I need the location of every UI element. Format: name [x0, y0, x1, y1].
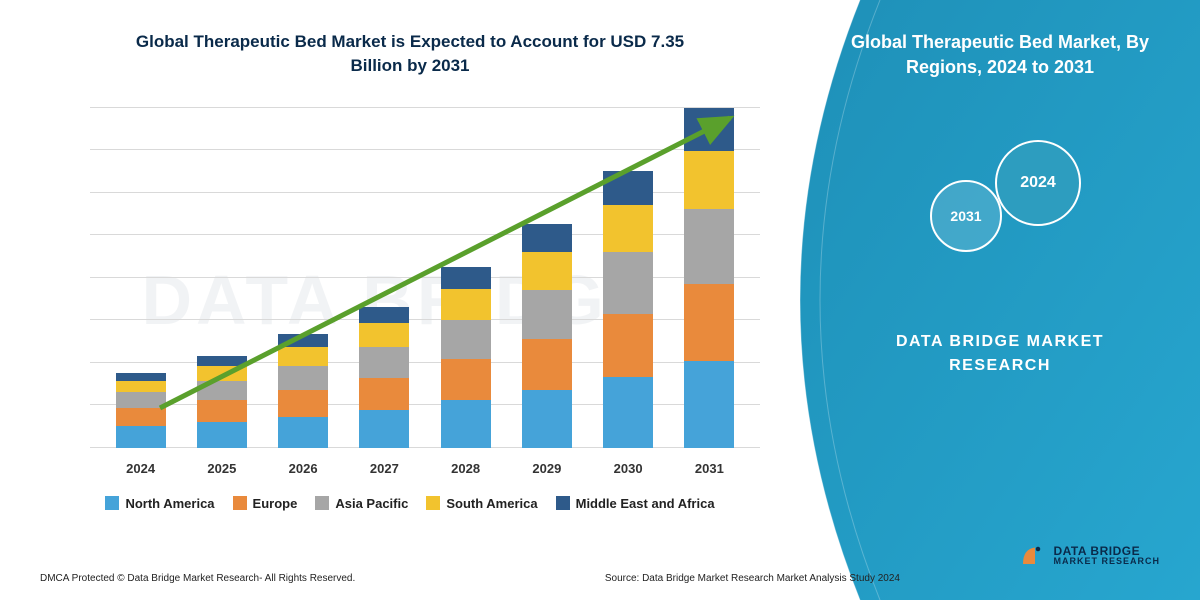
legend-label: Asia Pacific [335, 496, 408, 511]
bar-segment [603, 205, 653, 252]
bar-column [116, 373, 166, 448]
x-axis-label: 2027 [359, 461, 409, 476]
bar-segment [197, 381, 247, 401]
legend-swatch [233, 496, 247, 510]
legend-label: North America [125, 496, 214, 511]
legend-item: Asia Pacific [315, 496, 408, 511]
bar-segment [278, 390, 328, 417]
x-axis-label: 2029 [522, 461, 572, 476]
bar-segment [116, 381, 166, 393]
bubble-2031: 2031 [930, 180, 1002, 252]
chart-legend: North America Europe Asia Pacific South Ame… [40, 496, 780, 511]
x-axis-label: 2030 [603, 461, 653, 476]
bar-segment [278, 366, 328, 391]
bar-segment [522, 224, 572, 252]
bar-segment [441, 400, 491, 447]
bar-segment [603, 377, 653, 448]
bar-segment [197, 422, 247, 448]
brand-line-2: RESEARCH [896, 354, 1104, 378]
bar-column [522, 224, 572, 448]
x-axis-label: 2031 [684, 461, 734, 476]
x-axis-label: 2028 [441, 461, 491, 476]
legend-item: Middle East and Africa [556, 496, 715, 511]
year-bubbles: 2031 2024 [900, 140, 1100, 260]
bar-segment [684, 209, 734, 284]
bar-segment [359, 347, 409, 378]
chart-title: Global Therapeutic Bed Market is Expecte… [110, 30, 710, 78]
x-axis-label: 2026 [278, 461, 328, 476]
legend-swatch [105, 496, 119, 510]
chart-plot [90, 108, 760, 448]
logo-line-2: MARKET RESEARCH [1053, 557, 1160, 566]
legend-item: North America [105, 496, 214, 511]
right-panel: Global Therapeutic Bed Market, By Region… [800, 0, 1200, 600]
left-panel: DATA BRIDGE Global Therapeutic Bed Marke… [0, 0, 800, 600]
bar-segment [441, 320, 491, 359]
logo-line-1: DATA BRIDGE [1053, 545, 1160, 557]
bar-segment [116, 392, 166, 408]
right-panel-title: Global Therapeutic Bed Market, By Region… [820, 30, 1180, 80]
bars-container [90, 108, 760, 448]
legend-swatch [315, 496, 329, 510]
bar-segment [278, 417, 328, 448]
bar-segment [441, 289, 491, 320]
x-axis-label: 2025 [197, 461, 247, 476]
bar-column [197, 356, 247, 448]
right-panel-content: Global Therapeutic Bed Market, By Region… [800, 0, 1200, 600]
footer-right: Source: Data Bridge Market Research Mark… [605, 573, 900, 584]
page-root: DATA BRIDGE Global Therapeutic Bed Marke… [0, 0, 1200, 600]
bar-column [603, 171, 653, 448]
bar-segment [197, 356, 247, 366]
legend-item: South America [426, 496, 537, 511]
bar-segment [522, 339, 572, 390]
x-axis-labels: 2024 2025 2026 2027 2028 2029 2030 2031 [90, 461, 760, 476]
logo-text: DATA BRIDGE MARKET RESEARCH [1053, 545, 1160, 566]
bar-segment [684, 108, 734, 151]
bar-segment [441, 359, 491, 400]
bar-segment [197, 400, 247, 422]
logo: DATA BRIDGE MARKET RESEARCH [1017, 540, 1160, 570]
bar-segment [603, 252, 653, 313]
legend-label: South America [446, 496, 537, 511]
bar-segment [522, 252, 572, 290]
legend-swatch [556, 496, 570, 510]
chart-area: 2024 2025 2026 2027 2028 2029 2030 2031 [50, 98, 770, 488]
bar-segment [522, 390, 572, 447]
footer-left: DMCA Protected © Data Bridge Market Rese… [40, 573, 355, 584]
x-axis-label: 2024 [116, 461, 166, 476]
brand-text: DATA BRIDGE MARKET RESEARCH [896, 330, 1104, 378]
bar-segment [116, 373, 166, 381]
bar-segment [603, 314, 653, 377]
bar-segment [441, 267, 491, 289]
bar-segment [278, 347, 328, 366]
bar-segment [359, 307, 409, 324]
bar-segment [197, 366, 247, 381]
bar-segment [684, 151, 734, 209]
legend-label: Middle East and Africa [576, 496, 715, 511]
bar-segment [278, 334, 328, 347]
bar-segment [684, 284, 734, 361]
bar-column [359, 307, 409, 448]
bar-segment [116, 426, 166, 448]
bar-segment [522, 290, 572, 339]
bar-segment [684, 361, 734, 448]
legend-label: Europe [253, 496, 298, 511]
bar-segment [603, 171, 653, 205]
footer: DMCA Protected © Data Bridge Market Rese… [40, 573, 900, 584]
legend-swatch [426, 496, 440, 510]
bar-segment [359, 410, 409, 447]
bubble-2024: 2024 [995, 140, 1081, 226]
brand-line-1: DATA BRIDGE MARKET [896, 330, 1104, 354]
bar-segment [359, 323, 409, 347]
bar-segment [116, 408, 166, 426]
bar-column [441, 267, 491, 447]
bar-segment [359, 378, 409, 411]
bar-column [278, 334, 328, 447]
legend-item: Europe [233, 496, 298, 511]
bar-column [684, 108, 734, 448]
logo-icon [1017, 540, 1047, 570]
